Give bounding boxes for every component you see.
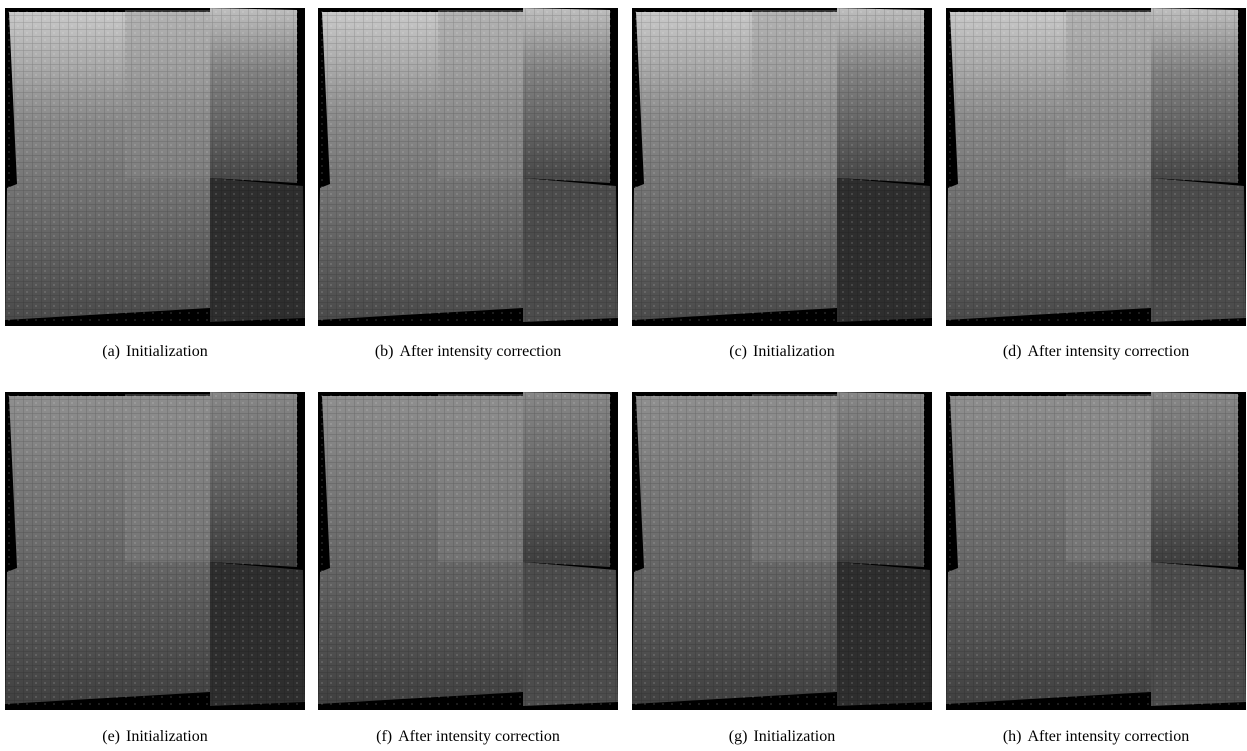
texture: [632, 8, 932, 326]
texture: [632, 392, 932, 710]
caption: (d) After intensity correction: [941, 343, 1247, 361]
aerial-image: [632, 392, 932, 710]
caption-label: (b): [375, 343, 394, 360]
caption-label: (e): [102, 728, 120, 745]
caption: (b) After intensity correction: [313, 343, 623, 361]
texture: [5, 8, 305, 326]
caption-text: After intensity correction: [1027, 728, 1189, 745]
texture: [318, 392, 618, 710]
caption-label: (a): [102, 343, 120, 360]
aerial-image: [632, 8, 932, 326]
aerial-image: [946, 392, 1246, 710]
figure: (a) Initialization (b) After intensity corr…: [0, 0, 1247, 751]
caption: (h) After intensity correction: [941, 728, 1247, 746]
aerial-image: [318, 392, 618, 710]
caption-text: After intensity correction: [1027, 343, 1189, 360]
texture: [318, 8, 618, 326]
caption-label: (d): [1003, 343, 1022, 360]
caption-label: (h): [1003, 728, 1022, 745]
caption-text: After intensity correction: [398, 728, 560, 745]
caption-text: Initialization: [753, 343, 835, 360]
caption-label: (c): [729, 343, 747, 360]
caption-text: After intensity correction: [399, 343, 561, 360]
caption: (a) Initialization: [0, 343, 310, 361]
caption: (e) Initialization: [0, 728, 310, 746]
caption-text: Initialization: [753, 728, 835, 745]
caption: (g) Initialization: [627, 728, 937, 746]
aerial-image: [318, 8, 618, 326]
aerial-image: [5, 8, 305, 326]
texture: [946, 8, 1246, 326]
texture: [946, 392, 1246, 710]
caption-text: Initialization: [126, 343, 208, 360]
caption: (c) Initialization: [627, 343, 937, 361]
texture: [5, 392, 305, 710]
caption-label: (g): [729, 728, 748, 745]
aerial-image: [5, 392, 305, 710]
aerial-image: [946, 8, 1246, 326]
caption-label: (f): [376, 728, 392, 745]
caption-text: Initialization: [126, 728, 208, 745]
caption: (f) After intensity correction: [313, 728, 623, 746]
